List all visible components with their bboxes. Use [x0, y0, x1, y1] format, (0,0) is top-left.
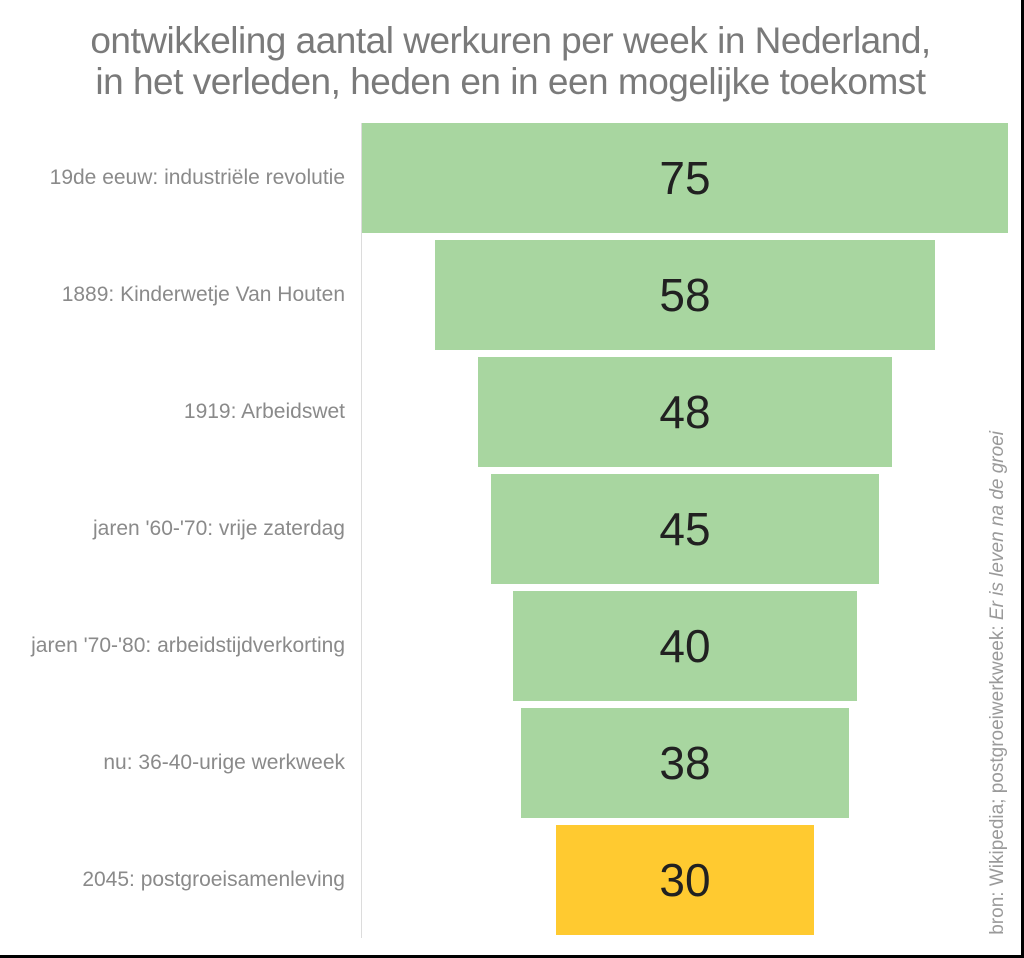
chart-row: 2045: postgroeisamenleving 30: [0, 825, 1021, 935]
chart-title-line-2: in het verleden, heden en in een mogelij…: [95, 61, 926, 102]
bar: 38: [521, 708, 849, 818]
bar-track: 38: [362, 708, 1008, 818]
chart-row: 1919: Arbeidswet 48: [0, 357, 1021, 467]
chart-title: ontwikkeling aantal werkuren per week in…: [0, 20, 1021, 102]
chart-row: jaren '70-'80: arbeidstijdverkorting 40: [0, 591, 1021, 701]
bar: 30: [555, 825, 815, 935]
bar: 75: [362, 123, 1008, 233]
chart-row: 19de eeuw: industriële revolutie 75: [0, 123, 1021, 233]
bar-value-label: 58: [659, 269, 711, 321]
source-credit-book-title: Er is leven na de groei: [987, 431, 1008, 621]
category-label: nu: 36-40-urige werkweek: [103, 751, 345, 774]
bar: 40: [512, 591, 858, 701]
bar-value-label: 40: [659, 620, 711, 672]
bar-value-label: 45: [659, 503, 711, 555]
bar-track: 58: [362, 240, 1008, 350]
bar-track: 75: [362, 123, 1008, 233]
chart-row: jaren '60-'70: vrije zaterdag 45: [0, 474, 1021, 584]
bar: 45: [491, 474, 879, 584]
source-credit: bron: Wikipedia; postgroeiwerkweek: Er i…: [987, 431, 1009, 935]
category-label: jaren '60-'70: vrije zaterdag: [93, 517, 345, 540]
bar: 48: [478, 357, 892, 467]
category-label: 19de eeuw: industriële revolutie: [49, 166, 345, 189]
bar-value-label: 38: [659, 737, 711, 789]
category-label: jaren '70-'80: arbeidstijdverkorting: [31, 634, 345, 657]
category-label: 2045: postgroeisamenleving: [82, 868, 345, 891]
bar-track: 45: [362, 474, 1008, 584]
source-credit-prefix: bron: Wikipedia; postgroeiwerkweek:: [987, 620, 1008, 935]
chart-row: nu: 36-40-urige werkweek 38: [0, 708, 1021, 818]
chart-row: 1889: Kinderwetje Van Houten 58: [0, 240, 1021, 350]
bar-value-label: 30: [659, 854, 711, 906]
bar-track: 40: [362, 591, 1008, 701]
category-label: 1889: Kinderwetje Van Houten: [61, 283, 345, 306]
bar-track: 48: [362, 357, 1008, 467]
category-axis-line: [361, 123, 362, 938]
bar-value-label: 75: [659, 152, 711, 204]
bar-value-label: 48: [659, 386, 711, 438]
bar: 58: [435, 240, 935, 350]
chart-title-line-1: ontwikkeling aantal werkuren per week in…: [90, 20, 931, 61]
category-label: 1919: Arbeidswet: [183, 400, 345, 423]
bar-track: 30: [362, 825, 1008, 935]
